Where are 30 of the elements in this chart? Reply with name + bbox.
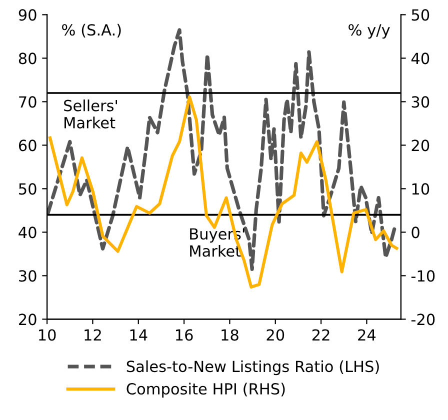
x-tick-label: 20 — [266, 329, 284, 341]
x-tick-label: 10 — [39, 329, 56, 341]
x-tick-label: 16 — [176, 329, 193, 341]
x-tick-label: 12 — [84, 329, 101, 341]
y-tick-label: 30 — [19, 270, 36, 282]
y2-tick-label: 30 — [412, 96, 430, 108]
y2-tick-label: -10 — [411, 270, 435, 282]
y2-tick-label: 50 — [412, 9, 430, 21]
y2-tick-label: 40 — [411, 52, 430, 64]
annotation: % (S.A.) — [62, 24, 121, 38]
y-tick-label: 40 — [18, 226, 36, 238]
y-tick-label: 80 — [18, 52, 36, 64]
legend-label: Sales-to-New Listings Ratio (LHS) — [126, 360, 379, 376]
y-tick-label: 50 — [19, 183, 36, 195]
y2-tick-label: 10 — [412, 183, 430, 195]
ref-line-label: Sellers' Market — [64, 100, 117, 128]
y-tick-label: 70 — [19, 96, 36, 108]
y-tick-label: 20 — [18, 314, 36, 326]
x-tick-label: 24 — [358, 329, 376, 341]
y2-tick-label: 0 — [412, 226, 420, 238]
y2-tick-label: -20 — [411, 314, 435, 326]
y2-tick-label: 20 — [412, 140, 430, 152]
x-tick-label: 14 — [130, 329, 148, 341]
annotation: % y/y — [348, 24, 390, 39]
x-tick-label: 18 — [222, 329, 238, 341]
legend-label: Composite HPI (RHS) — [126, 382, 285, 398]
x-tick-label: 22 — [312, 329, 330, 341]
y-tick-label: 90 — [18, 9, 36, 21]
line-series — [48, 95, 398, 289]
y-tick-label: 60 — [18, 140, 36, 152]
